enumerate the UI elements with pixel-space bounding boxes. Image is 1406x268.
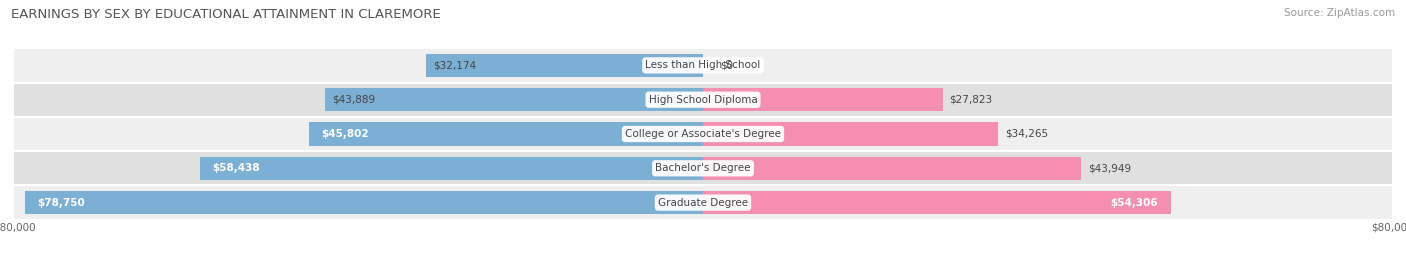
Bar xyxy=(325,88,703,111)
Text: $58,438: $58,438 xyxy=(212,163,260,173)
Bar xyxy=(200,157,703,180)
Text: $43,949: $43,949 xyxy=(1088,163,1132,173)
Bar xyxy=(14,117,1392,151)
Bar xyxy=(14,48,1392,83)
Bar xyxy=(703,122,998,146)
Bar xyxy=(25,191,703,214)
Bar xyxy=(703,191,1171,214)
Bar xyxy=(14,83,1392,117)
Text: Graduate Degree: Graduate Degree xyxy=(658,198,748,208)
Text: $54,306: $54,306 xyxy=(1111,198,1157,208)
Bar xyxy=(308,122,703,146)
Text: $32,174: $32,174 xyxy=(433,60,477,70)
Text: $34,265: $34,265 xyxy=(1005,129,1047,139)
Text: College or Associate's Degree: College or Associate's Degree xyxy=(626,129,780,139)
Bar xyxy=(426,54,703,77)
Text: $43,889: $43,889 xyxy=(332,95,375,105)
Text: Less than High School: Less than High School xyxy=(645,60,761,70)
Text: $45,802: $45,802 xyxy=(322,129,370,139)
Text: Bachelor's Degree: Bachelor's Degree xyxy=(655,163,751,173)
Text: $78,750: $78,750 xyxy=(38,198,86,208)
Bar xyxy=(703,157,1081,180)
Bar xyxy=(703,88,942,111)
Text: $27,823: $27,823 xyxy=(949,95,993,105)
Text: $0: $0 xyxy=(720,60,734,70)
Text: EARNINGS BY SEX BY EDUCATIONAL ATTAINMENT IN CLAREMORE: EARNINGS BY SEX BY EDUCATIONAL ATTAINMEN… xyxy=(11,8,441,21)
Bar xyxy=(14,151,1392,185)
Text: Source: ZipAtlas.com: Source: ZipAtlas.com xyxy=(1284,8,1395,18)
Bar xyxy=(14,185,1392,220)
Text: High School Diploma: High School Diploma xyxy=(648,95,758,105)
